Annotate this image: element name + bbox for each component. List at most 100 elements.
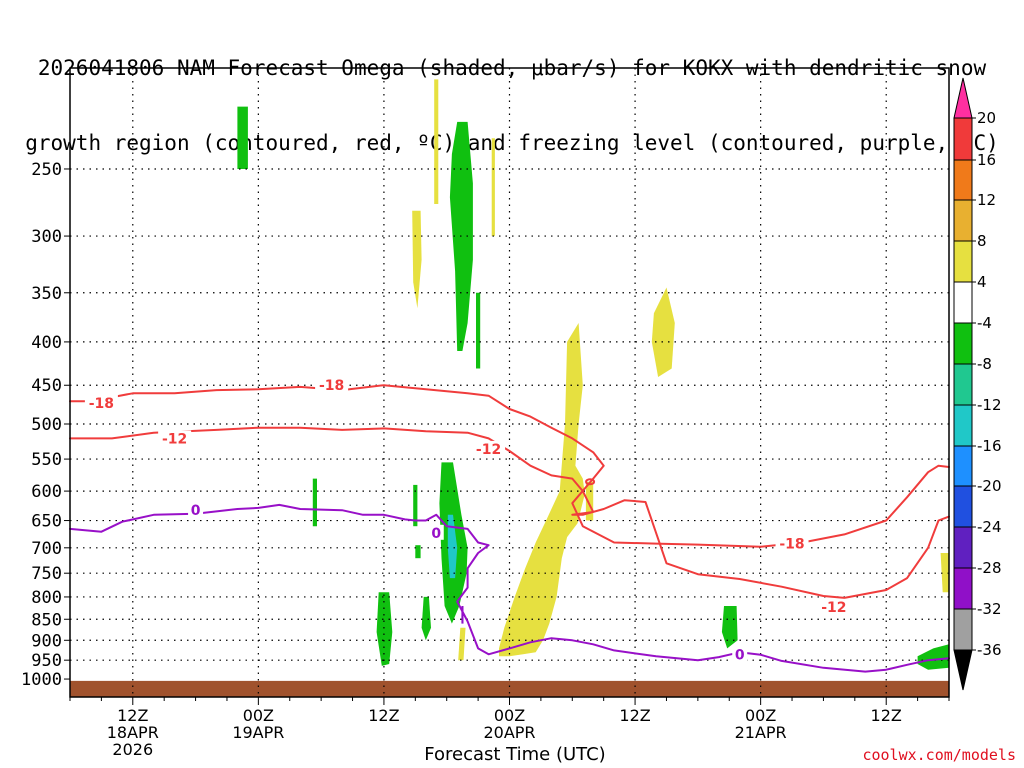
x-tick-label-3-1: 20APR <box>483 723 535 742</box>
contour-label-bg-8 <box>732 646 748 662</box>
omega-shade-9 <box>312 478 317 527</box>
omega-shade-5 <box>412 210 422 309</box>
y-tick-label-650: 650 <box>31 512 62 532</box>
y-tick-label-600: 600 <box>31 482 62 502</box>
colorbar-label-0: 20 <box>977 109 996 127</box>
contour-freezing-level-0 <box>69 503 950 673</box>
colorbar-label-11: -28 <box>977 559 1002 577</box>
colorbar-label-6: -8 <box>977 355 992 373</box>
omega-shade-0 <box>237 106 248 169</box>
x-tick-label-0-0: 12Z <box>117 706 148 725</box>
contour-label-3: -12 <box>476 442 501 458</box>
omega-shade-13 <box>421 596 431 641</box>
omega-shade-19 <box>917 644 949 670</box>
colorbar-swatch-1 <box>953 159 973 201</box>
colorbar-swatch-8 <box>953 445 973 487</box>
y-tick-label-300: 300 <box>31 227 62 247</box>
omega-shade-16 <box>458 627 466 661</box>
colorbar-swatch-3 <box>953 240 973 283</box>
colorbar-label-4: 4 <box>977 273 987 291</box>
colorbar-label-2: 12 <box>977 191 996 209</box>
contour-label-8: 0 <box>735 647 745 663</box>
x-tick-label-6-0: 12Z <box>871 706 902 725</box>
contour-label-bg-0 <box>84 394 118 410</box>
colorbar-label-12: -32 <box>977 600 1002 618</box>
contour-label-bg-6 <box>188 502 204 518</box>
plot-frame <box>69 67 950 698</box>
omega-shade-20 <box>940 553 949 593</box>
x-tick-label-1-1: 19APR <box>232 723 284 742</box>
x-axis-title: Forecast Time (UTC) <box>424 744 606 765</box>
colorbar-label-1: 16 <box>977 151 996 169</box>
omega-shade-7 <box>499 323 585 657</box>
y-axis: 2503003504004505005506006507007508008509… <box>21 160 70 690</box>
colorbar-label-5: -4 <box>977 314 992 332</box>
grid-lines <box>70 68 949 697</box>
colorbar-swatch-12 <box>953 608 973 651</box>
contour-label-bg-7 <box>428 524 444 540</box>
x-tick-label-0-1: 18APR <box>107 723 159 742</box>
colorbar-label-13: -36 <box>977 641 1002 659</box>
omega-shade-18 <box>721 606 738 649</box>
contour-label-4: -18 <box>779 537 804 553</box>
colorbar-swatch-5 <box>953 322 973 365</box>
y-tick-label-1000: 1000 <box>21 670 62 690</box>
colorbar-label-3: 8 <box>977 232 987 250</box>
x-tick-label-0-2: 2026 <box>112 740 153 759</box>
colorbar-swatch-10 <box>953 526 973 569</box>
omega-shade-12 <box>376 592 393 666</box>
colorbar-swatch-2 <box>953 199 973 242</box>
contour-label-0: -18 <box>89 396 114 412</box>
contour-label-6: 0 <box>191 503 201 519</box>
contour-label-5: -12 <box>821 600 846 616</box>
contour-dgz-loop <box>585 478 596 486</box>
colorbar-label-10: -24 <box>977 518 1002 536</box>
colorbar-swatch-11 <box>953 567 973 610</box>
omega-shade-3 <box>434 79 439 204</box>
omega-shade-2 <box>476 292 481 369</box>
y-tick-label-550: 550 <box>31 450 62 470</box>
colorbar-label-8: -16 <box>977 437 1002 455</box>
colorbar-swatch-4 <box>953 281 973 324</box>
y-tick-label-800: 800 <box>31 588 62 608</box>
colorbar: 20 16 12 8 4 -4 -8 -12 -16 -20 -24 -28 -32 -36 <box>953 77 1002 691</box>
contour-dgz-12 <box>69 426 950 599</box>
credit-link[interactable]: coolwx.com/models <box>862 746 1016 764</box>
x-tick-label-4-0: 12Z <box>619 706 650 725</box>
y-tick-label-350: 350 <box>31 284 62 304</box>
colorbar-bottom-arrow <box>953 649 973 691</box>
contour-label-2: -12 <box>162 431 187 447</box>
omega-shade-15 <box>447 514 458 579</box>
colorbar-top-arrow <box>953 77 973 119</box>
contour-label-bg-4 <box>775 535 809 551</box>
x-tick-label-5-1: 21APR <box>735 723 787 742</box>
y-tick-label-500: 500 <box>31 415 62 435</box>
colorbar-swatch-7 <box>953 404 973 447</box>
contour-label-bg-3 <box>472 440 506 456</box>
y-tick-label-950: 950 <box>31 651 62 671</box>
y-tick-label-400: 400 <box>31 333 62 353</box>
x-tick-label-5-0: 00Z <box>745 706 776 725</box>
y-tick-label-250: 250 <box>31 160 62 180</box>
contour-label-bg-1 <box>315 377 349 393</box>
y-tick-label-900: 900 <box>31 631 62 651</box>
omega-shade-6 <box>651 287 675 377</box>
x-tick-label-1-0: 00Z <box>243 706 274 725</box>
colorbar-label-7: -12 <box>977 396 1002 414</box>
contour-label-1: -18 <box>319 378 344 394</box>
omega-shading <box>237 79 949 670</box>
colorbar-label-9: -20 <box>977 477 1002 495</box>
contour-lines <box>69 384 950 673</box>
x-tick-label-3-0: 00Z <box>494 706 525 725</box>
omega-shade-4 <box>491 138 495 237</box>
omega-shade-11 <box>415 545 421 559</box>
colorbar-swatch-6 <box>953 363 973 406</box>
surface-ground <box>70 680 949 697</box>
surface-fill <box>70 680 949 697</box>
y-tick-label-750: 750 <box>31 564 62 584</box>
x-tick-label-2-0: 12Z <box>368 706 399 725</box>
contour-label-bg-5 <box>817 598 851 614</box>
contour-label-bg-2 <box>158 430 192 446</box>
